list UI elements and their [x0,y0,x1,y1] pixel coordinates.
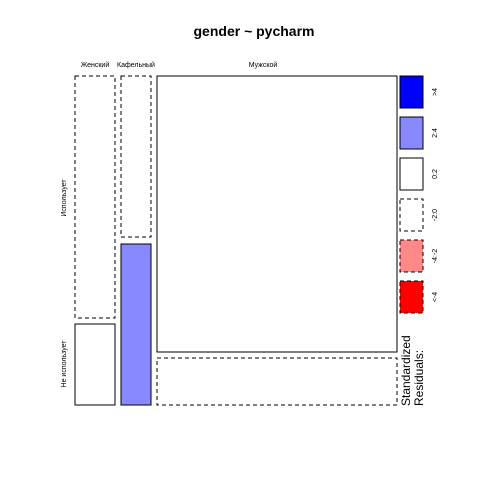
mosaic-tile-0 [74,75,116,319]
legend-swatch-1 [399,116,424,150]
legend-swatch-4 [399,239,424,273]
legend-swatch-2 [399,157,424,191]
legend-label-5: <-4 [432,292,439,302]
column-label-kafelny: Кафельный [117,61,155,69]
legend-title-line1: Standardized [399,335,413,406]
mosaic-tiles [74,75,398,406]
legend-label-2: 0:2 [432,169,439,179]
mosaic-tile-2 [120,75,152,238]
row-label-uses: Использует [61,179,68,217]
column-label-female: Женский [81,61,110,69]
legend: >4 2:4 0:2 -2:0 -4:-2 <-4 [399,75,439,314]
chart-title: gender ~ pycharm [194,23,315,39]
legend-title-line2: Residuals: [412,350,426,406]
column-label-male: Мужской [249,61,278,69]
legend-swatch-0 [399,75,424,109]
legend-label-1: 2:4 [432,128,439,138]
mosaic-tile-4 [156,75,398,353]
legend-swatch-5 [399,280,424,314]
mosaic-tile-1 [74,323,116,406]
mosaic-tile-3 [120,243,152,406]
row-label-not-uses: Не использует [61,340,68,388]
legend-label-3: -2:0 [432,209,439,221]
mosaic-tile-5 [156,357,398,406]
legend-label-0: >4 [432,88,439,96]
legend-label-4: -4:-2 [432,249,439,264]
legend-swatch-3 [399,198,424,232]
